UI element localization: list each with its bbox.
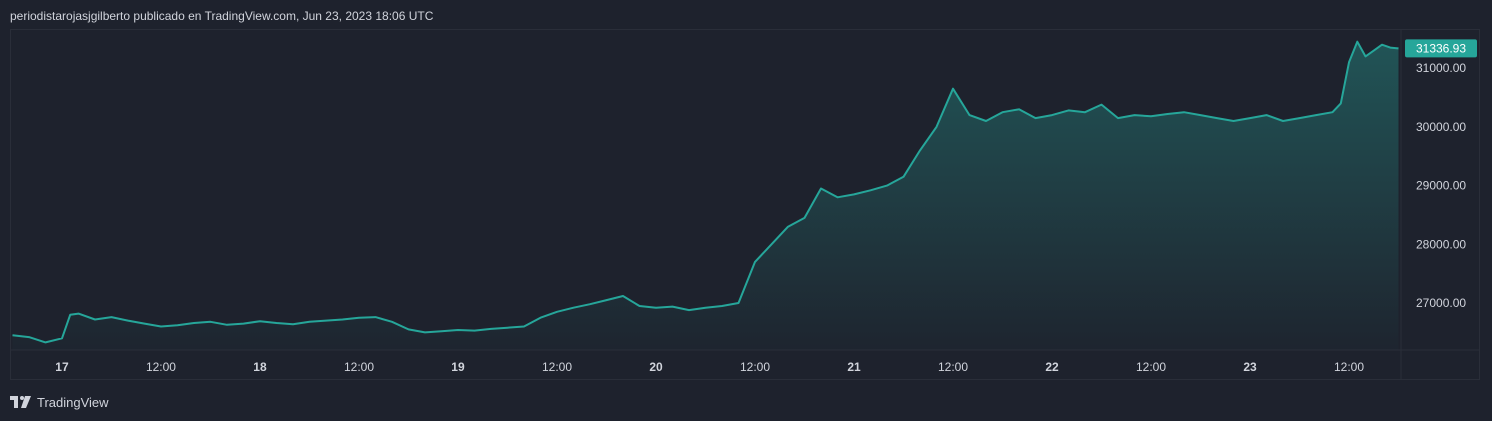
brand-label: TradingView (37, 394, 109, 410)
price-area-fill (12, 41, 1399, 350)
publish-info-text: periodistarojasjgilberto publicado en Tr… (10, 9, 434, 23)
time-tick-label: 12:00 (1334, 360, 1364, 374)
day-tick-label: 20 (649, 360, 663, 374)
last-price-label: 31336.93 (1416, 41, 1466, 55)
day-tick-label: 18 (253, 360, 267, 374)
last-price-badge-bg (1405, 39, 1477, 58)
price-tick-label: 28000.00 (1416, 237, 1466, 251)
time-tick-label: 12:00 (740, 360, 770, 374)
tradingview-logo-icon (10, 396, 31, 408)
price-tick-label: 29000.00 (1416, 179, 1466, 193)
day-tick-label: 22 (1045, 360, 1059, 374)
time-tick-label: 12:00 (146, 360, 176, 374)
day-tick-label: 17 (55, 360, 69, 374)
price-axis[interactable]: 27000.00 28000.00 29000.00 30000.00 31000.00 (1416, 61, 1466, 310)
price-line-series (12, 40, 1399, 344)
chart-frame (10, 29, 1480, 380)
time-tick-label: 12:00 (542, 360, 572, 374)
time-tick-label: 12:00 (938, 360, 968, 374)
tradingview-brand[interactable]: TradingView (10, 394, 109, 410)
day-tick-label: 19 (451, 360, 465, 374)
day-tick-label: 23 (1243, 360, 1257, 374)
price-tick-label: 30000.00 (1416, 120, 1466, 134)
price-tick-label: 31000.00 (1416, 61, 1466, 75)
time-tick-label: 12:00 (344, 360, 374, 374)
last-price-badge: 31336.93 (1405, 39, 1477, 58)
time-tick-label: 12:00 (1136, 360, 1166, 374)
price-tick-label: 27000.00 (1416, 296, 1466, 310)
time-axis[interactable]: 17 12:00 18 12:00 19 12:00 20 12:00 21 12:00 22 12:… (55, 360, 1364, 374)
day-tick-label: 21 (847, 360, 861, 374)
